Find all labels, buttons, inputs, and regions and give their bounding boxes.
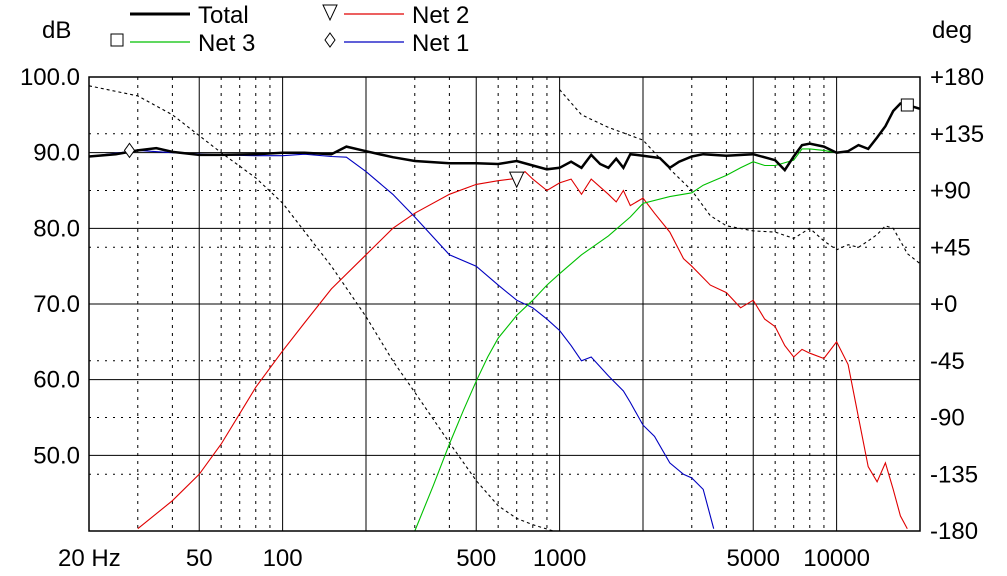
y-left-tick-label: 70.0 [33,291,80,318]
legend-triangle-marker [322,4,338,22]
plot-frame [88,76,921,532]
legend-label: Net 1 [412,30,469,57]
legend-label: Net 3 [198,30,255,57]
y-right-tick-label: +45 [930,234,971,261]
y-right-tick-label: -180 [930,518,978,545]
triangle-marker [508,171,525,189]
legend-label: Total [198,2,249,29]
square-marker [900,98,914,112]
y-right-tick-labels: +180 +135 +90 +45 +0 -45 -90 -135 -180 [930,64,984,545]
series-line-total [88,102,921,173]
y-right-tick-label: +90 [930,178,971,205]
y-left-tick-label: 80.0 [33,215,80,242]
series-line-net-3 [414,148,837,532]
curve-markers [123,98,914,189]
y-right-unit: deg [932,17,972,44]
x-tick-label: 20 Hz [58,545,121,572]
diamond-marker [123,142,136,159]
x-tick-label: 1000 [533,545,586,572]
y-right-tick-label: -90 [930,405,965,432]
x-tick-label: 100 [263,545,303,572]
y-right-tick-label: -45 [930,348,965,375]
y-right-tick-label: +135 [930,121,984,148]
series-line-net-2 [137,170,908,530]
x-tick-label: 5000 [727,545,780,572]
y-left-unit: dB [42,17,71,44]
y-left-tick-label: 100.0 [20,64,80,91]
y-left-tick-label: 60.0 [33,367,80,394]
x-tick-label: 50 [186,545,213,572]
y-right-tick-label: -135 [930,461,978,488]
series-line-net-1 [88,149,715,529]
x-tick-labels: 20 Hz 50 100 500 1000 5000 10000 [58,545,870,572]
x-tick-label: 10000 [803,545,870,572]
y-left-tick-label: 50.0 [33,442,80,469]
y-right-tick-label: +0 [930,291,957,318]
y-left-tick-labels: 100.0 90.0 80.0 70.0 60.0 50.0 [20,64,80,469]
legend-diamond-marker [324,32,336,48]
y-left-tick-label: 90.0 [33,140,80,167]
grid [89,76,920,532]
curves [88,85,921,532]
y-right-tick-label: +180 [930,64,984,91]
legend-label: Net 2 [412,2,469,29]
x-tick-label: 500 [456,545,496,572]
legend-square-marker [110,33,124,47]
